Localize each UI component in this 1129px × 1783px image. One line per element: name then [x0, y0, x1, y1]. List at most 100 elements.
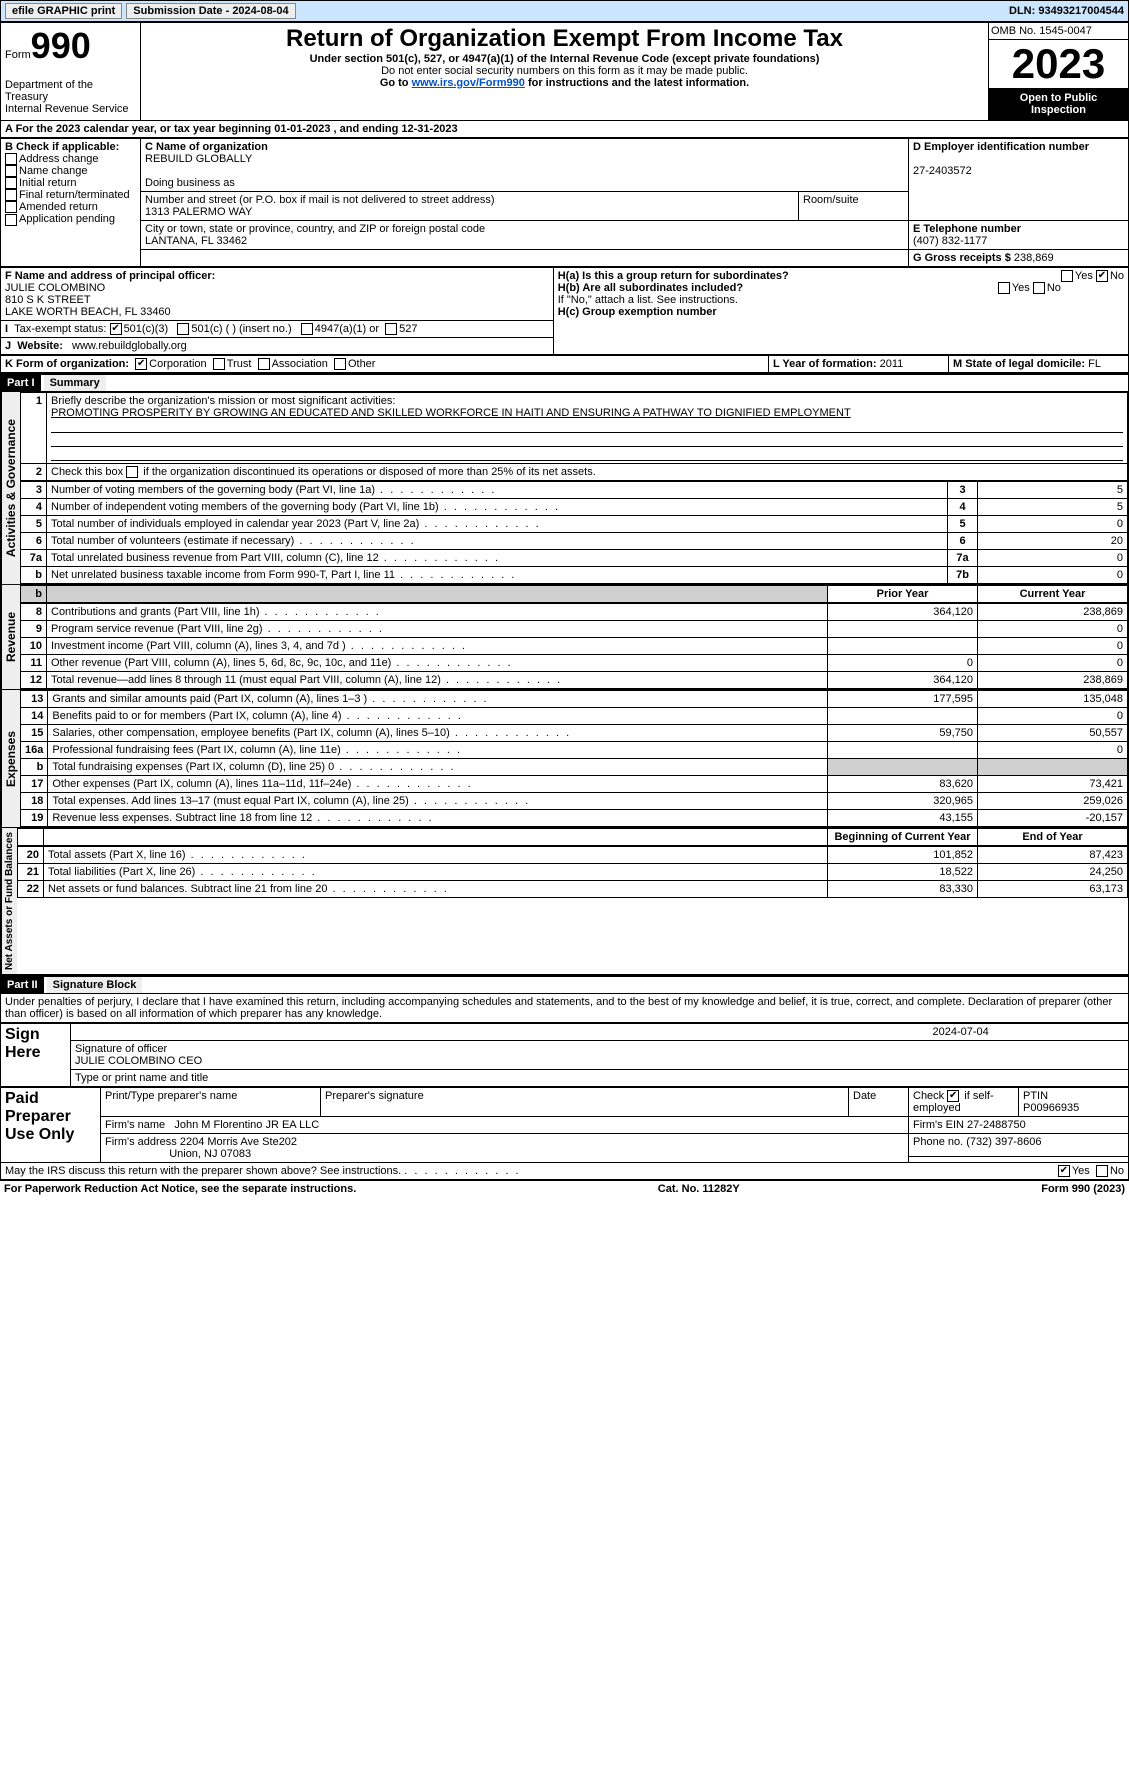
- hb-yes[interactable]: [998, 282, 1010, 294]
- omb-number: OMB No. 1545-0047: [989, 23, 1128, 40]
- street-label: Number and street (or P.O. box if mail i…: [145, 194, 495, 206]
- box-j-label: Website:: [17, 340, 63, 352]
- opt-trust: Trust: [227, 358, 252, 370]
- box-i-label: Tax-exempt status:: [14, 323, 106, 335]
- box-c-name-label: C Name of organization: [145, 141, 268, 153]
- discuss-text: May the IRS discuss this return with the…: [5, 1165, 401, 1177]
- opt-association: Association: [272, 358, 328, 370]
- form-title: Return of Organization Exempt From Incom…: [145, 25, 984, 53]
- period-end: 12-31-2023: [401, 123, 457, 135]
- hb-label: H(b) Are all subordinates included?: [558, 282, 743, 294]
- hb-yes-label: Yes: [1012, 282, 1030, 294]
- band-activities-governance: Activities & Governance: [1, 392, 20, 584]
- opt-initial-return: Initial return: [19, 177, 76, 189]
- phone-label: Phone no.: [913, 1136, 963, 1148]
- col-prior-year: Prior Year: [828, 586, 978, 603]
- part2-header: Part II: [1, 977, 44, 993]
- form-ref: Form 990 (2023): [1041, 1183, 1125, 1195]
- irs-link[interactable]: www.irs.gov/Form990: [412, 77, 525, 89]
- efile-print-button[interactable]: efile GRAPHIC print: [5, 3, 122, 19]
- pra-notice: For Paperwork Reduction Act Notice, see …: [4, 1183, 356, 1195]
- sig-officer-name: JULIE COLOMBINO CEO: [75, 1055, 202, 1067]
- discuss-yes-label: Yes: [1072, 1165, 1090, 1177]
- subtitle1: Under section 501(c), 527, or 4947(a)(1)…: [310, 53, 820, 65]
- check-trust[interactable]: [213, 358, 225, 370]
- pp-date-label: Date: [849, 1088, 909, 1117]
- state-domicile: FL: [1088, 358, 1101, 370]
- band-net-assets: Net Assets or Fund Balances: [1, 828, 17, 974]
- pp-name-label: Print/Type preparer's name: [101, 1088, 321, 1117]
- discuss-yes[interactable]: ✔: [1058, 1165, 1070, 1177]
- dln-text: DLN: 93493217004544: [1009, 5, 1124, 17]
- dept-treasury: Department of the Treasury: [5, 79, 93, 103]
- hb-note: If "No," attach a list. See instructions…: [558, 294, 1124, 306]
- summary-line: 17Other expenses (Part IX, column (A), l…: [21, 776, 1128, 793]
- check-final-return[interactable]: [5, 189, 17, 201]
- summary-line: 21Total liabilities (Part X, line 26)18,…: [18, 864, 1128, 881]
- paid-preparer-block: Paid Preparer Use Only Print/Type prepar…: [0, 1087, 1129, 1163]
- summary-line: 6Total number of volunteers (estimate if…: [21, 533, 1128, 550]
- officer-street: 810 S K STREET: [5, 294, 91, 306]
- irs-label: Internal Revenue Service: [5, 103, 129, 115]
- check-501c[interactable]: [177, 323, 189, 335]
- opt-4947: 4947(a)(1) or: [315, 323, 379, 335]
- opt-amended-return: Amended return: [19, 201, 98, 213]
- hb-no[interactable]: [1033, 282, 1045, 294]
- city-value: LANTANA, FL 33462: [145, 235, 247, 247]
- box-b-label: B Check if applicable:: [5, 141, 119, 153]
- part1-title: Summary: [44, 375, 106, 391]
- jurat-text: Under penalties of perjury, I declare th…: [0, 994, 1129, 1023]
- period-begin: 01-01-2023: [274, 123, 330, 135]
- check-name-change[interactable]: [5, 165, 17, 177]
- check-self-employed[interactable]: ✔: [947, 1090, 959, 1102]
- period-mid: , and ending: [334, 123, 402, 135]
- check-association[interactable]: [258, 358, 270, 370]
- opt-527: 527: [399, 323, 417, 335]
- sig-officer-label: Signature of officer: [75, 1043, 167, 1055]
- summary-line: 9Program service revenue (Part VIII, lin…: [21, 621, 1128, 638]
- submission-date-button[interactable]: Submission Date - 2024-08-04: [126, 3, 295, 19]
- check-501c3[interactable]: ✔: [110, 323, 122, 335]
- summary-line: 13Grants and similar amounts paid (Part …: [21, 691, 1128, 708]
- form-label: Form: [5, 49, 31, 61]
- box-f-label: F Name and address of principal officer:: [5, 270, 215, 282]
- period-prefix: A For the 2023 calendar year, or tax yea…: [5, 123, 274, 135]
- subtitle2: Do not enter social security numbers on …: [145, 65, 984, 77]
- summary-line: 22Net assets or fund balances. Subtract …: [18, 881, 1128, 898]
- check-4947[interactable]: [301, 323, 313, 335]
- summary-line: bNet unrelated business taxable income f…: [21, 567, 1128, 584]
- band-revenue: Revenue: [1, 585, 20, 689]
- box-k-label: K Form of organization:: [5, 358, 129, 370]
- check-527[interactable]: [385, 323, 397, 335]
- goto-prefix: Go to: [380, 77, 412, 89]
- klm-block: K Form of organization: ✔Corporation Tru…: [0, 355, 1129, 373]
- ha-yes[interactable]: [1061, 270, 1073, 282]
- mission-text: PROMOTING PROSPERITY BY GROWING AN EDUCA…: [51, 407, 851, 419]
- check-other-org[interactable]: [334, 358, 346, 370]
- ptin-label: PTIN: [1023, 1090, 1048, 1102]
- phone-value: (732) 397-8606: [966, 1136, 1041, 1148]
- check-corporation[interactable]: ✔: [135, 358, 147, 370]
- check-address-change[interactable]: [5, 153, 17, 165]
- summary-line: 4Number of independent voting members of…: [21, 499, 1128, 516]
- city-label: City or town, state or province, country…: [145, 223, 485, 235]
- line1-label: Briefly describe the organization's miss…: [51, 395, 395, 407]
- discuss-no[interactable]: [1096, 1165, 1108, 1177]
- box-g-label: G Gross receipts $: [913, 252, 1011, 264]
- check-discontinued[interactable]: [126, 466, 138, 478]
- sig-nametitle-label: Type or print name and title: [71, 1070, 1128, 1086]
- paid-preparer-label: Paid Preparer Use Only: [1, 1088, 101, 1163]
- ha-no-label: No: [1110, 270, 1124, 282]
- ha-no[interactable]: ✔: [1096, 270, 1108, 282]
- check-application-pending[interactable]: [5, 214, 17, 226]
- check-initial-return[interactable]: [5, 177, 17, 189]
- box-m-label: M State of legal domicile:: [953, 358, 1085, 370]
- discuss-row: May the IRS discuss this return with the…: [0, 1163, 1129, 1180]
- tax-year: 2023: [989, 40, 1128, 88]
- goto-tail: for instructions and the latest informat…: [525, 77, 749, 89]
- room-label: Room/suite: [803, 194, 859, 206]
- ein-value: 27-2403572: [913, 165, 972, 177]
- ha-label: H(a) Is this a group return for subordin…: [558, 270, 789, 282]
- col-boy: Beginning of Current Year: [828, 829, 978, 846]
- check-amended-return[interactable]: [5, 201, 17, 213]
